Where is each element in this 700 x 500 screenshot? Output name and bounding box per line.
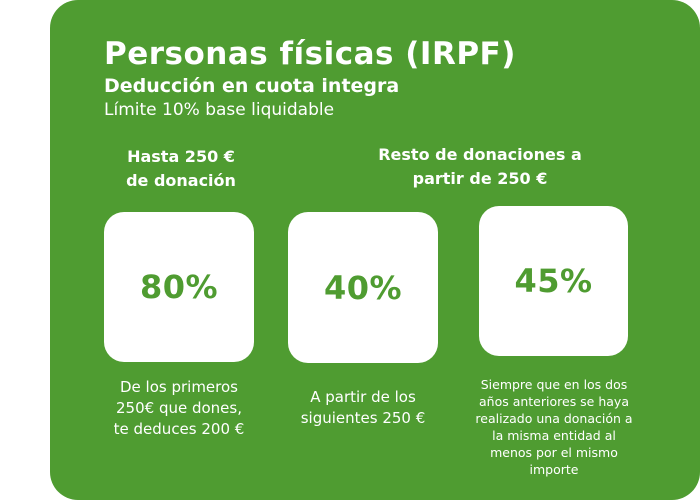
description-line: te deduces 200 €: [113, 420, 245, 438]
deduction-percent: 45%: [514, 262, 593, 300]
irpf-panel: Personas físicas (IRPF) Deducción en cuo…: [50, 0, 700, 500]
deduction-card-80: 80%: [104, 212, 254, 362]
deduction-card-40: 40%: [288, 212, 438, 363]
description-line: importe: [529, 462, 579, 477]
deduction-card-45: 45%: [479, 206, 628, 356]
rest-donations-heading-line: Resto de donaciones a: [378, 145, 582, 164]
description-line: años anteriores se haya: [478, 394, 629, 409]
description-line: A partir de los: [310, 388, 416, 406]
description-line: 250€ que dones,: [116, 399, 242, 417]
description-line: la misma entidad al: [492, 428, 616, 443]
description-line: menos por el mismo: [490, 445, 618, 460]
deduction-description-80: De los primeros 250€ que dones, te deduc…: [94, 377, 264, 440]
deduction-percent: 80%: [139, 268, 219, 306]
description-line: Siempre que en los dos: [480, 377, 628, 392]
first-250-heading-line: Hasta 250 €: [127, 147, 235, 166]
panel-subtitle: Deducción en cuota integra: [104, 75, 400, 97]
deduction-description-45: Siempre que en los dos años anteriores s…: [465, 376, 643, 478]
panel-title: Personas físicas (IRPF): [104, 36, 516, 72]
deduction-percent: 40%: [323, 268, 403, 307]
description-line: realizado una donación a: [475, 411, 633, 426]
first-250-heading: Hasta 250 € de donación: [106, 145, 256, 193]
limit-note: Límite 10% base liquidable: [104, 100, 335, 120]
deduction-description-40: A partir de los siguientes 250 €: [278, 387, 448, 429]
first-250-heading-line: de donación: [126, 171, 236, 190]
rest-donations-heading: Resto de donaciones a partir de 250 €: [350, 143, 610, 191]
description-line: De los primeros: [119, 378, 238, 396]
rest-donations-heading-line: partir de 250 €: [412, 169, 548, 188]
description-line: siguientes 250 €: [300, 409, 426, 427]
